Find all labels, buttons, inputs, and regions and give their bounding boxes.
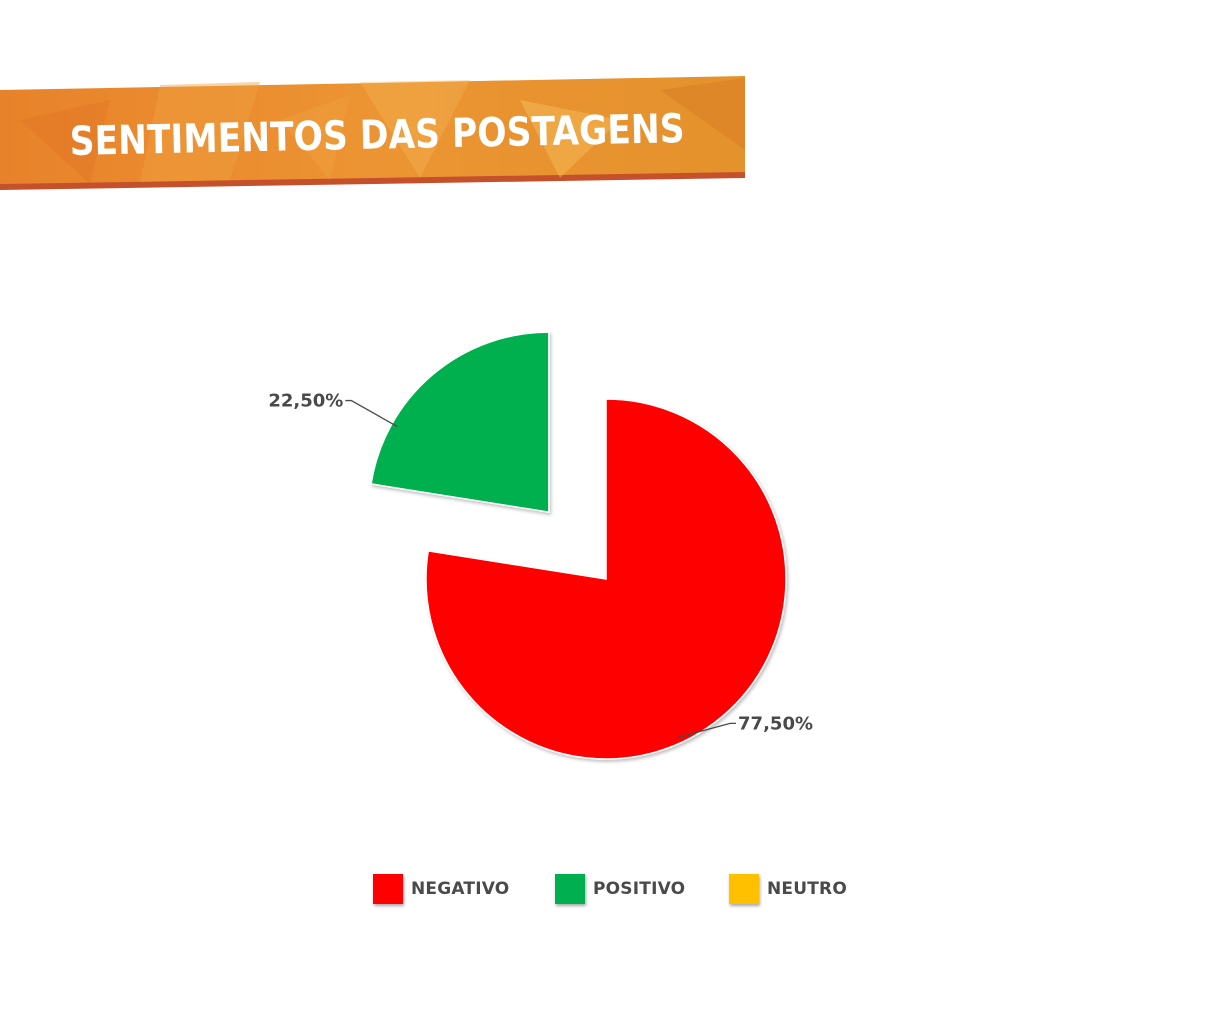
legend-label-neutro: NEUTRO bbox=[767, 879, 847, 899]
legend-item-positivo: POSITIVO bbox=[555, 872, 685, 906]
pie-slice-negativo bbox=[425, 398, 787, 760]
pie-slice-positivo bbox=[370, 331, 550, 513]
legend-label-negativo: NEGATIVO bbox=[411, 879, 510, 899]
title-banner: SENTIMENTOS DAS POSTAGENS bbox=[0, 60, 760, 210]
legend-swatch-negativo bbox=[373, 874, 403, 904]
chart-legend: NEGATIVO POSITIVO NEUTRO bbox=[0, 872, 1205, 912]
legend-item-neutro: NEUTRO bbox=[729, 872, 847, 906]
banner-background: SENTIMENTOS DAS POSTAGENS bbox=[0, 76, 745, 190]
data-label-positivo: 22,50% bbox=[268, 391, 343, 412]
leader-line-positivo bbox=[345, 399, 398, 428]
data-label-negativo: 77,50% bbox=[738, 713, 813, 734]
legend-label-positivo: POSITIVO bbox=[593, 879, 686, 899]
legend-swatch-positivo bbox=[555, 874, 585, 904]
legend-item-negativo: NEGATIVO bbox=[373, 872, 509, 906]
leader-line-negativo bbox=[677, 722, 737, 739]
legend-swatch-neutro bbox=[729, 874, 759, 904]
